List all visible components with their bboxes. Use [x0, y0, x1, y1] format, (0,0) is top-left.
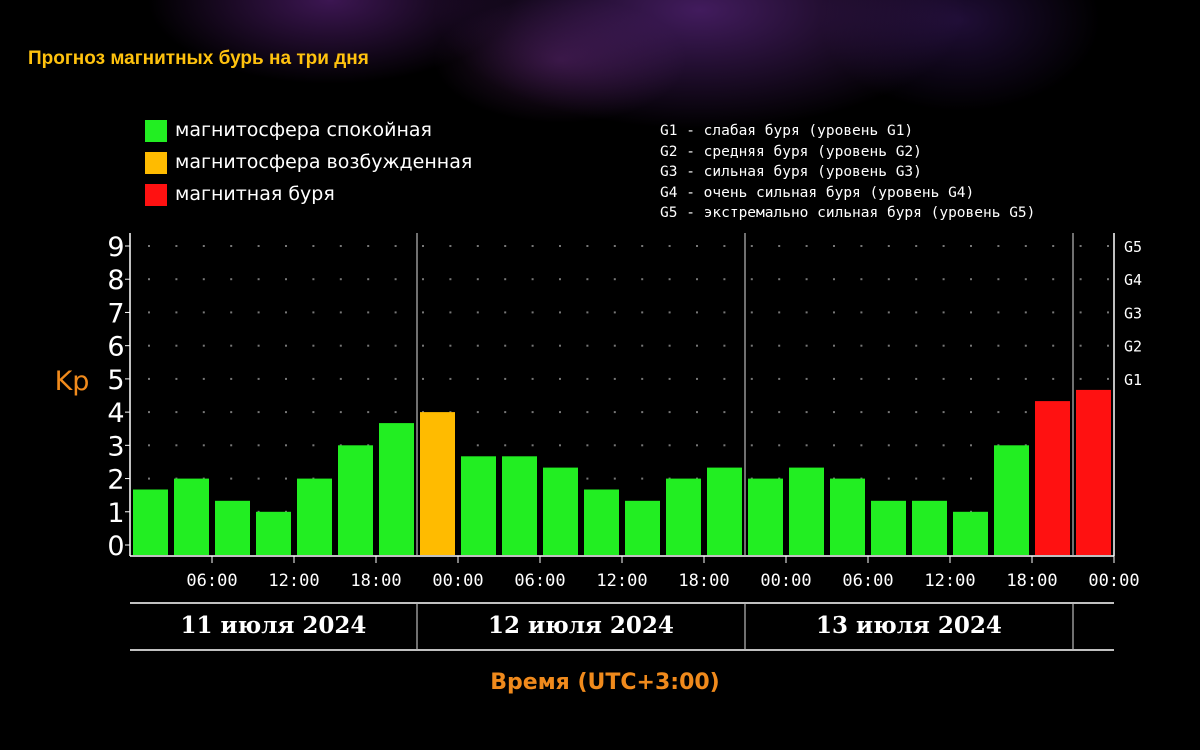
bar-8 [420, 412, 455, 555]
legend-swatch-calm [145, 120, 167, 142]
bar-20 [912, 500, 947, 555]
g-legend-line-g2: G2 - средняя буря (уровень G2) [660, 143, 922, 160]
legend-label-storm: магнитная буря [175, 183, 335, 205]
g-tick-label: G3 [1124, 304, 1142, 322]
x-tick-label: 06:00 [842, 571, 893, 591]
legend-swatch-storm [145, 184, 167, 206]
g-legend-line-g4: G4 - очень сильная буря (уровень G4) [660, 184, 975, 201]
g-level-legend: G1 - слабая буря (уровень G1) G2 - средн… [660, 121, 1035, 224]
g-tick-label: G1 [1124, 371, 1142, 389]
legend-swatch-excited [145, 152, 167, 174]
y-tick-label: 7 [107, 298, 124, 329]
bar-16 [748, 478, 783, 555]
x-tick-label: 06:00 [514, 571, 565, 591]
y-tick-label: 6 [107, 332, 124, 363]
bar-1 [133, 489, 168, 555]
bar-19 [871, 500, 906, 555]
bar-9 [461, 456, 496, 555]
x-tick-label: 18:00 [1006, 571, 1057, 591]
g-legend-line-g3: G3 - сильная буря (уровень G3) [660, 164, 922, 180]
y-tick-label: 5 [107, 365, 124, 396]
x-tick-label: 00:00 [760, 571, 811, 591]
day-label-3: 13 июля 2024 [816, 612, 1002, 639]
g-tick-label: G4 [1124, 271, 1142, 289]
bar-13 [625, 500, 660, 555]
x-tick-label: 00:00 [432, 571, 483, 591]
legend-label-calm: магнитосфера спокойная [175, 119, 432, 141]
x-tick-label: 00:00 [1088, 571, 1139, 591]
day-label-2: 12 июля 2024 [488, 612, 674, 639]
bar-6 [338, 445, 373, 555]
y-tick-label: 3 [107, 431, 124, 462]
g-tick-label: G5 [1124, 238, 1142, 256]
x-tick-label: 12:00 [924, 571, 975, 591]
page-title: Прогноз магнитных бурь на три дня [28, 48, 369, 69]
legend-label-excited: магнитосфера возбужденная [175, 151, 473, 173]
bar-5 [297, 478, 332, 555]
bar-18 [830, 478, 865, 555]
x-tick-label: 18:00 [350, 571, 401, 591]
bar-10 [502, 456, 537, 555]
bar-15 [707, 467, 742, 555]
y-tick-label: 1 [107, 498, 124, 529]
day-label-1: 11 июля 2024 [181, 612, 367, 639]
y-tick-label: 0 [107, 531, 124, 562]
y-tick-label: 9 [107, 232, 124, 263]
bar-11 [543, 467, 578, 555]
bar-7 [379, 423, 414, 555]
bar-17 [789, 467, 824, 555]
bar-14 [666, 478, 701, 555]
g-tick-label: G2 [1124, 338, 1142, 356]
bar-3 [215, 500, 250, 555]
bar-24 [1076, 389, 1111, 555]
x-tick-label: 18:00 [678, 571, 729, 591]
x-tick-label: 12:00 [268, 571, 319, 591]
y-axis-label: Kp [55, 366, 90, 397]
x-tick-label: 12:00 [596, 571, 647, 591]
y-tick-label: 4 [107, 398, 124, 429]
bar-23 [1035, 401, 1070, 555]
y-tick-label: 8 [107, 265, 124, 296]
bar-4 [256, 511, 291, 555]
bar-2 [174, 478, 209, 555]
bar-12 [584, 489, 619, 555]
y-tick-label: 2 [107, 465, 124, 496]
x-axis-label: Время (UTC+3:00) [490, 670, 720, 695]
g-legend-line-g1: G1 - слабая буря (уровень G1) [660, 123, 914, 139]
bar-22 [994, 445, 1029, 555]
x-tick-label: 06:00 [186, 571, 237, 591]
g-legend-line-g5: G5 - экстремально сильная буря (уровень … [660, 205, 1036, 221]
bar-21 [953, 511, 988, 555]
